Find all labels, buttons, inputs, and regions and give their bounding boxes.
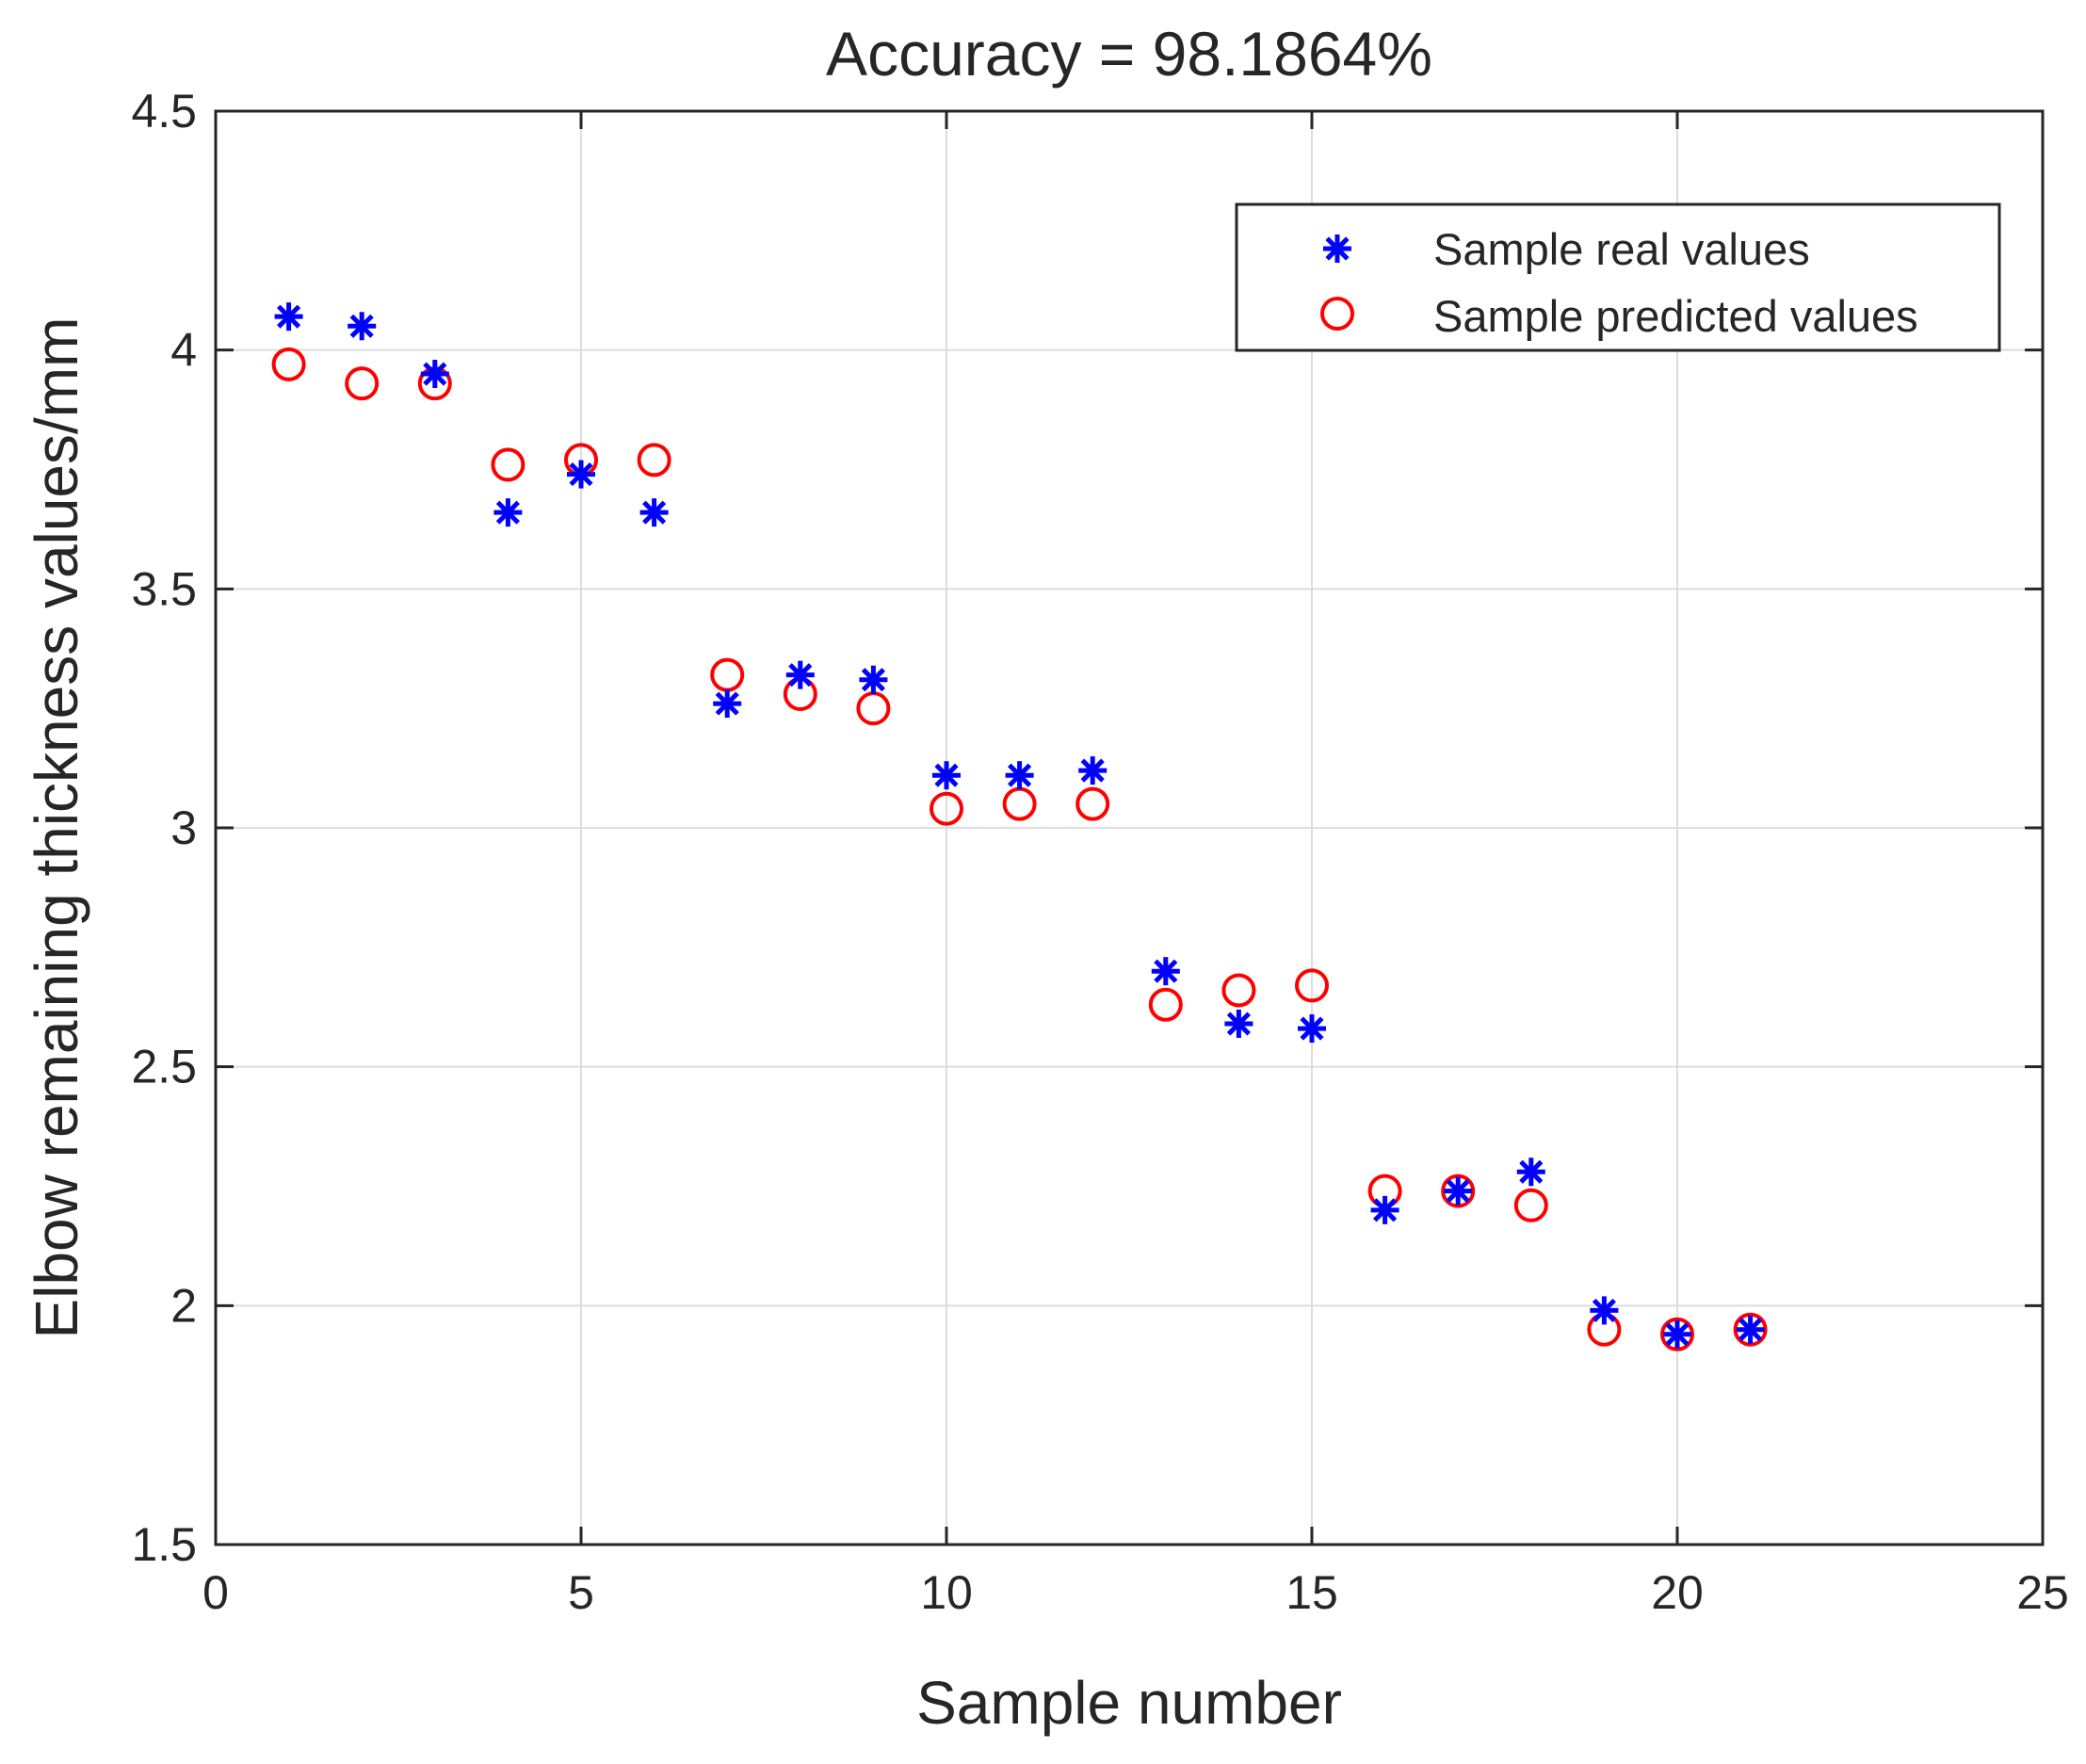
y-tick-label: 2	[170, 1279, 197, 1332]
x-tick-label: 0	[202, 1566, 229, 1619]
x-tick-label: 25	[2016, 1566, 2069, 1619]
legend-marker-predicted-values	[1320, 297, 1354, 331]
predicted-value-point	[637, 443, 671, 477]
predicted-value-point	[1221, 973, 1256, 1008]
real-value-point	[493, 498, 523, 527]
y-tick-label: 3	[170, 801, 197, 854]
predicted-value-point	[1295, 968, 1329, 1003]
real-value-point	[859, 665, 888, 694]
real-value-point	[932, 761, 961, 790]
real-value-point	[713, 689, 742, 719]
real-value-point	[1590, 1296, 1619, 1325]
real-value-point	[1444, 1176, 1473, 1206]
y-tick-label: 2.5	[131, 1041, 197, 1093]
real-value-point	[1370, 1195, 1399, 1224]
predicted-value-point	[1075, 786, 1110, 821]
real-value-point	[1151, 957, 1180, 986]
y-tick-label: 4.5	[131, 85, 197, 138]
legend: Sample real values Sample predicted valu…	[1235, 202, 2001, 352]
x-tick-label: 20	[1651, 1566, 1704, 1619]
real-value-point	[274, 302, 303, 332]
y-tick-label: 3.5	[131, 562, 197, 615]
legend-label-predicted-values: Sample predicted values	[1433, 291, 1918, 341]
real-value-point	[567, 460, 595, 489]
real-value-point	[348, 312, 377, 341]
x-tick-label: 15	[1286, 1566, 1338, 1619]
legend-label-real-values: Sample real values	[1433, 224, 1810, 274]
predicted-value-point	[491, 447, 526, 482]
y-axis-label: Elbow remaining thickness values/mm	[23, 317, 90, 1339]
predicted-value-point	[1441, 1173, 1476, 1208]
predicted-value-point	[1513, 1188, 1548, 1222]
legend-asterisk-icon	[1323, 235, 1351, 263]
axis-ticks: 0 5 10 15 20 25 1.5 2 2.5 3 3.5 4 4.5	[131, 85, 2068, 1619]
x-tick-label: 5	[568, 1566, 594, 1619]
legend-circle-icon	[1320, 297, 1354, 331]
predicted-value-point	[1660, 1317, 1694, 1351]
real-value-point	[639, 498, 669, 527]
legend-marker-real-values	[1323, 235, 1351, 263]
predicted-value-point	[1733, 1312, 1768, 1347]
real-value-point	[785, 660, 815, 689]
legend-box	[1235, 202, 2001, 352]
y-tick-label: 4	[170, 324, 197, 377]
real-value-point	[1224, 1010, 1253, 1039]
y-tick-label: 1.5	[131, 1518, 197, 1571]
real-value-point	[1005, 761, 1034, 790]
predicted-value-point	[271, 347, 306, 381]
real-value-point	[1516, 1157, 1545, 1187]
data-marks	[271, 302, 1768, 1351]
predicted-value-point	[1148, 987, 1183, 1022]
real-value-point	[1078, 756, 1108, 785]
x-tick-label: 10	[920, 1566, 973, 1619]
predicted-value-point	[345, 366, 380, 401]
real-value-point	[1298, 1014, 1326, 1044]
chart-title: Accuracy = 98.1864%	[826, 19, 1432, 89]
predicted-value-point	[930, 791, 963, 826]
real-value-point	[1663, 1319, 1691, 1349]
x-axis-label: Sample number	[916, 1669, 1342, 1737]
real-value-point	[1736, 1315, 1765, 1344]
real-value-point	[420, 360, 449, 389]
